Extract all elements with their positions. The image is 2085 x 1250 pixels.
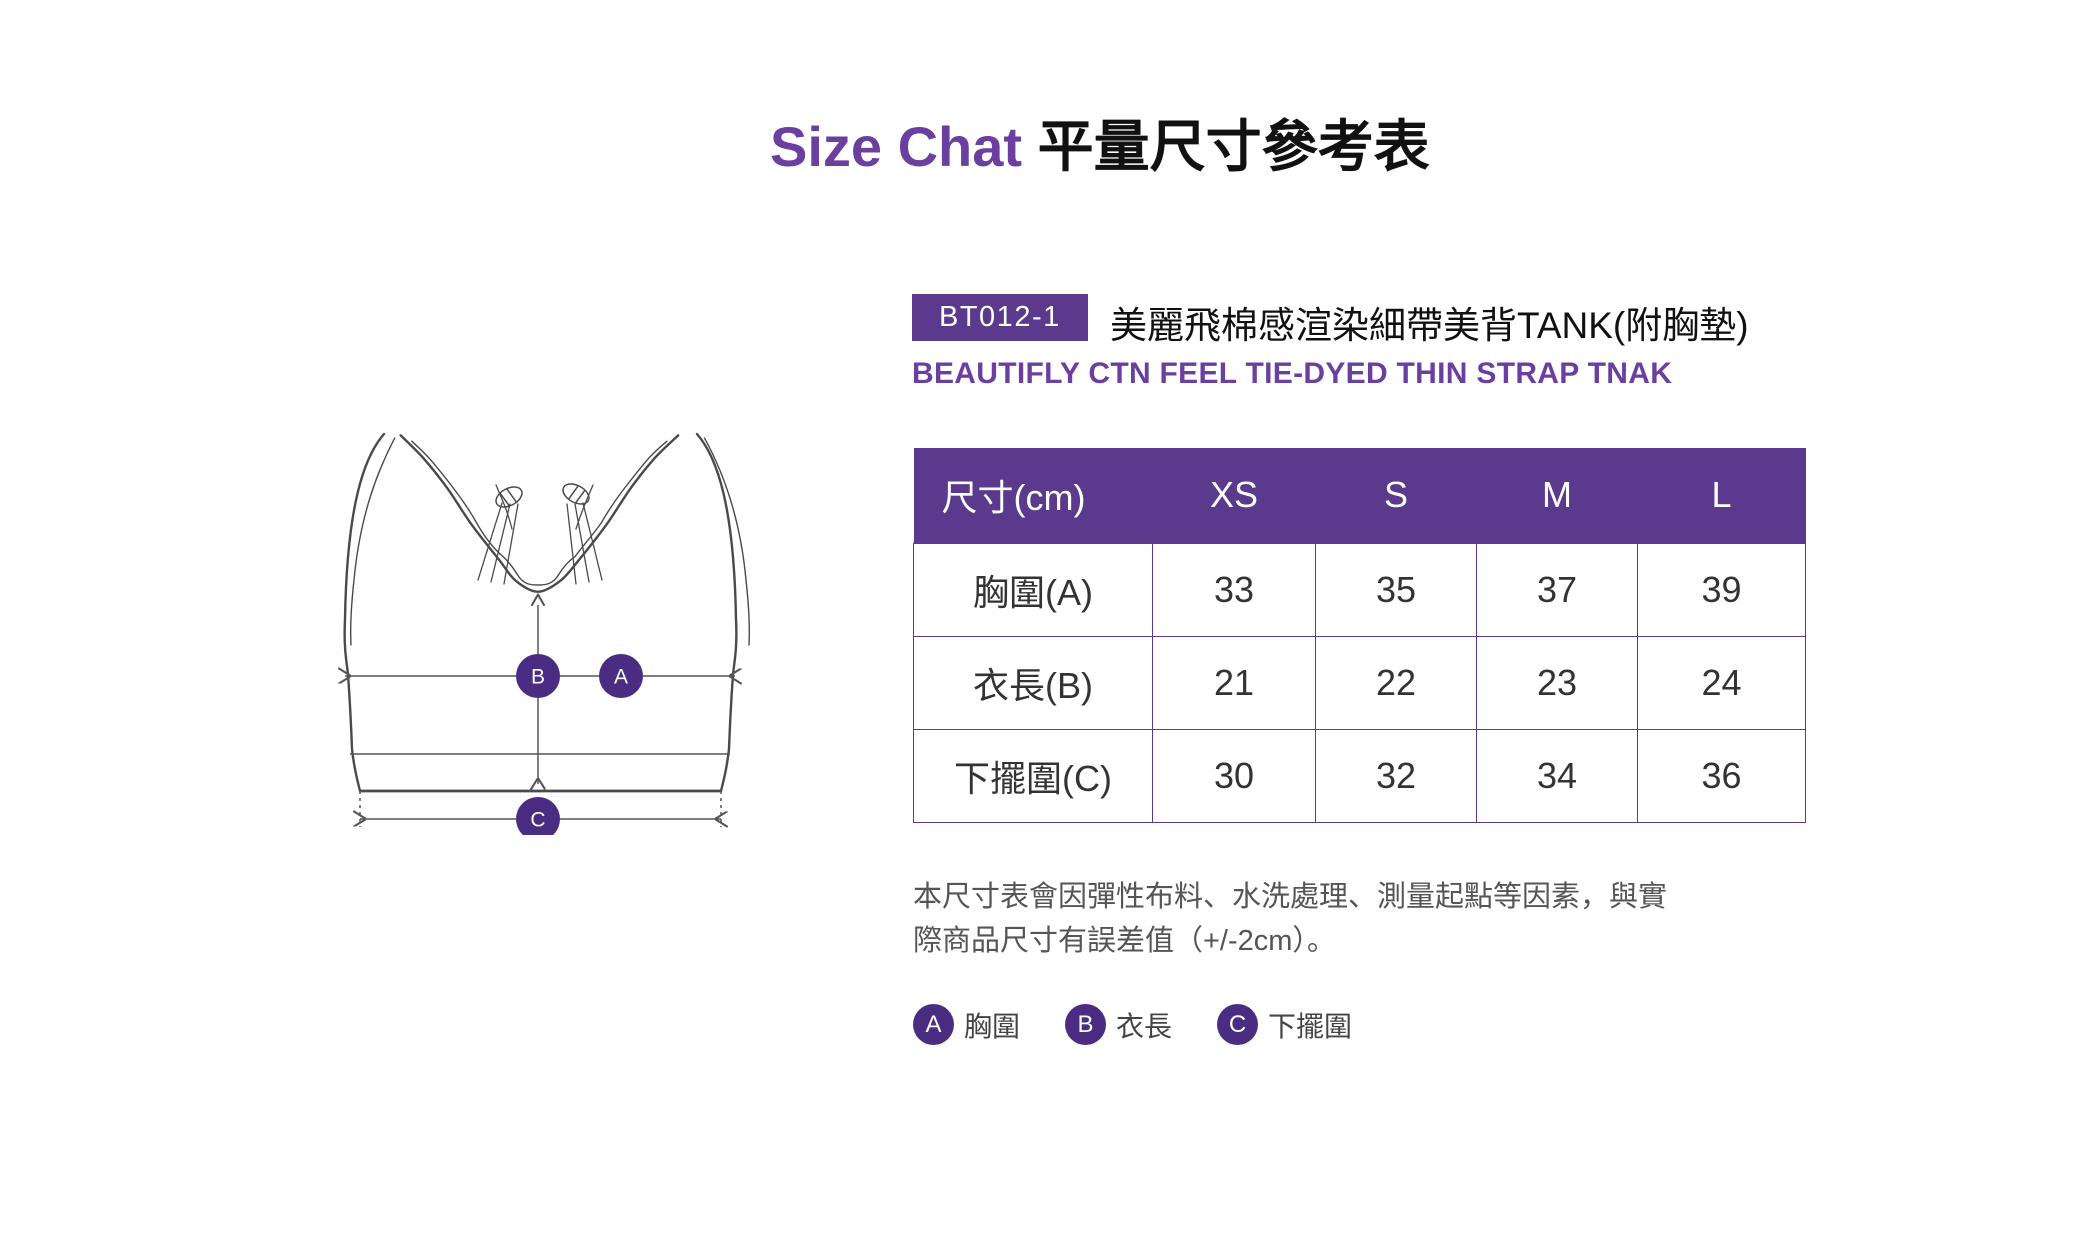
svg-text:C: C [530, 809, 545, 832]
svg-text:A: A [614, 666, 628, 689]
svg-text:B: B [531, 666, 545, 689]
